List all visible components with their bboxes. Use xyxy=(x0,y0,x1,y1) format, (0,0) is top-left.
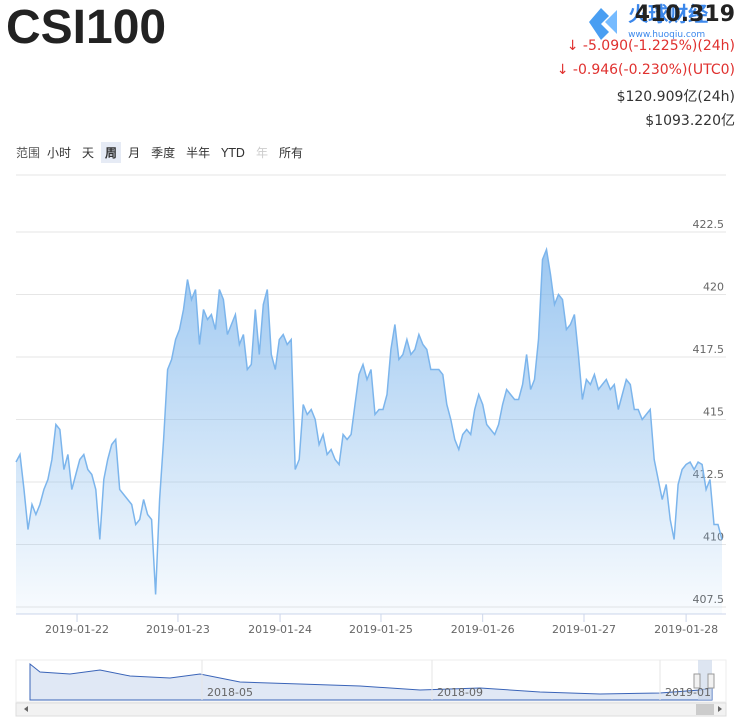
range-button[interactable]: 月 xyxy=(128,146,141,160)
x-tick-label: 2019-01-25 xyxy=(349,623,413,636)
x-tick-label: 2019-01-26 xyxy=(451,623,515,636)
price: 410.319 xyxy=(634,2,735,27)
range-button[interactable]: 小时 xyxy=(47,146,72,160)
range-button[interactable]: YTD xyxy=(221,145,246,160)
x-tick-label: 2019-01-28 xyxy=(654,623,718,636)
area-fill xyxy=(16,249,723,614)
y-tick-label: 415 xyxy=(703,406,724,419)
x-tick-label: 2019-01-22 xyxy=(45,623,109,636)
range-button: 年 xyxy=(256,146,269,160)
change-text: -5.090(-1.225%)(24h) xyxy=(582,38,735,54)
watermark: 火球财经 www.huoqiu.com xyxy=(583,2,708,42)
scrollbar-thumb[interactable] xyxy=(696,704,714,715)
watermark-title: 火球财经 xyxy=(628,2,709,26)
range-button[interactable]: 天 xyxy=(82,146,95,160)
change-utc: ↓ -0.946(-0.230%)(UTC0) xyxy=(556,62,735,78)
navigator-label: 2019-01 xyxy=(665,686,711,699)
range-button[interactable]: 所有 xyxy=(279,146,304,160)
navigator-label: 2018-05 xyxy=(207,686,253,699)
range-button[interactable]: 周 xyxy=(101,142,122,163)
volume: $120.909亿(24h) xyxy=(616,89,735,105)
range-selector: 范围 小时天周月季度 半年 YTD 年所有 xyxy=(16,142,307,163)
title: CSI100 xyxy=(6,1,167,54)
navigator-handle[interactable] xyxy=(707,673,715,689)
scrollbar[interactable] xyxy=(15,702,727,717)
market-cap: $1093.220亿 xyxy=(645,113,735,129)
y-tick-label: 422.5 xyxy=(693,218,725,231)
x-tick-label: 2019-01-23 xyxy=(146,623,210,636)
navigator-handle[interactable] xyxy=(693,673,701,689)
price-line xyxy=(15,246,723,595)
range-label: 范围 xyxy=(16,146,41,160)
range-button[interactable]: 半年 xyxy=(186,146,211,160)
navigator-label: 2018-09 xyxy=(437,686,483,699)
watermark-logo xyxy=(589,8,617,40)
watermark-url: www.huoqiu.com xyxy=(628,30,706,40)
x-tick-label: 2019-01-24 xyxy=(248,623,312,636)
range-button[interactable]: 季度 xyxy=(151,146,176,160)
y-tick-label: 420 xyxy=(703,281,724,294)
change-text: -0.946(-0.230%)(UTC0) xyxy=(572,62,735,78)
y-tick-label: 417.5 xyxy=(693,343,725,356)
navigator-mask[interactable] xyxy=(698,660,712,700)
change-24h: ↓ -5.090(-1.225%)(24h) xyxy=(566,38,735,54)
x-tick-label: 2019-01-27 xyxy=(552,623,616,636)
